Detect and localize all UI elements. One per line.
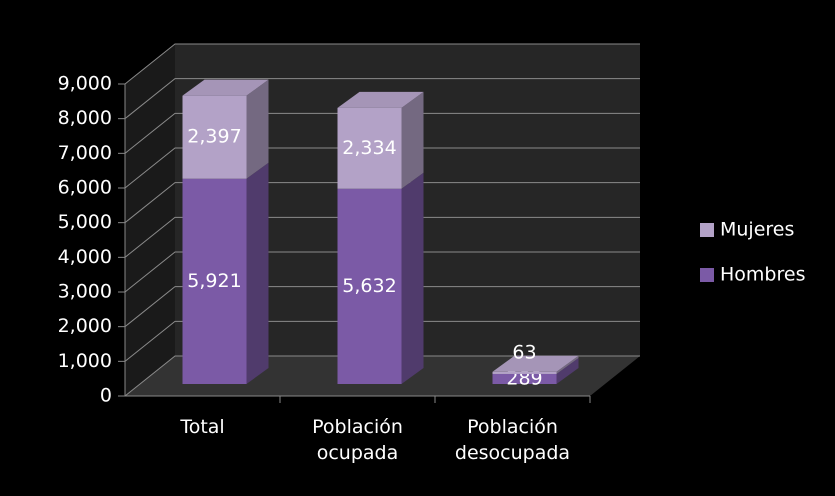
legend-swatch bbox=[700, 223, 714, 237]
legend-swatch bbox=[700, 268, 714, 282]
grid-line bbox=[124, 355, 640, 397]
grid-line bbox=[124, 286, 640, 328]
grid-line bbox=[124, 251, 640, 293]
grid-line bbox=[124, 147, 640, 189]
y-tick-label: 4,000 bbox=[58, 246, 112, 268]
bar-side bbox=[556, 357, 579, 384]
grid-line bbox=[124, 182, 640, 224]
legend-label: Hombres bbox=[720, 264, 805, 286]
y-tick-label: 1,000 bbox=[58, 350, 112, 372]
bar bbox=[492, 371, 557, 374]
bar bbox=[182, 95, 247, 179]
data-label: 5,921 bbox=[187, 270, 241, 292]
bar-side bbox=[401, 91, 424, 189]
x-tick-label: Población desocupada bbox=[454, 416, 571, 464]
y-tick-label: 9,000 bbox=[58, 73, 112, 95]
x-tick-label: Población ocupada bbox=[312, 416, 403, 464]
y-tick-label: 8,000 bbox=[58, 107, 112, 129]
grid-line bbox=[124, 43, 640, 85]
grid-line bbox=[124, 320, 640, 362]
y-tick-label: 3,000 bbox=[58, 281, 112, 303]
x-tick-label: Total bbox=[180, 416, 225, 438]
bar-top bbox=[337, 91, 424, 108]
y-tick-label: 0 bbox=[100, 385, 112, 407]
data-label: 2,334 bbox=[342, 137, 396, 159]
y-tick-label: 6,000 bbox=[58, 177, 112, 199]
data-label: 2,397 bbox=[187, 126, 241, 148]
bar-side bbox=[246, 79, 269, 179]
legend-label: Mujeres bbox=[720, 219, 794, 241]
y-tick-label: 5,000 bbox=[58, 211, 112, 233]
bar-top bbox=[182, 79, 269, 96]
bar bbox=[337, 107, 402, 189]
bar-side bbox=[401, 172, 424, 384]
bar bbox=[182, 178, 247, 384]
data-label: 63 bbox=[512, 341, 536, 363]
bar bbox=[337, 188, 402, 384]
side-wall bbox=[125, 44, 175, 396]
bar-top bbox=[492, 355, 579, 372]
grid-line bbox=[124, 112, 640, 154]
bar-side bbox=[246, 162, 269, 384]
bar bbox=[492, 373, 557, 384]
data-label: 5,632 bbox=[342, 275, 396, 297]
grid-line bbox=[124, 78, 640, 120]
grid-line bbox=[124, 216, 640, 258]
y-tick-label: 2,000 bbox=[58, 315, 112, 337]
y-tick-label: 7,000 bbox=[58, 142, 112, 164]
bar-side bbox=[556, 355, 579, 374]
